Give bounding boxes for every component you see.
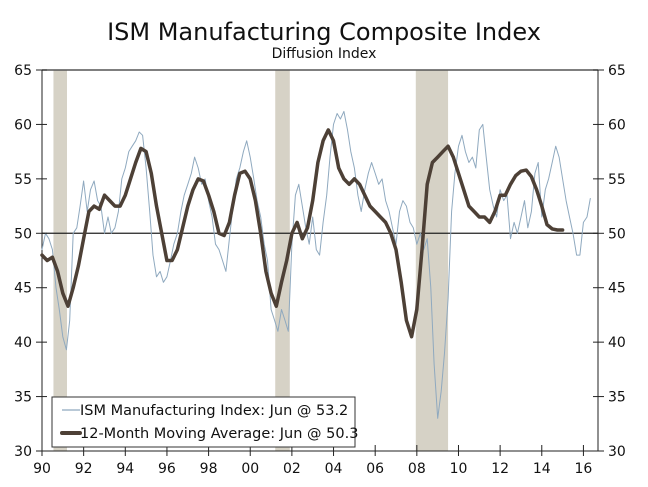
x-tick-label: 04 (325, 461, 343, 477)
legend: ISM Manufacturing Index: Jun @ 53.2 12-M… (51, 396, 358, 448)
y-tick-label-right: 35 (608, 390, 626, 406)
recession-bands (53, 70, 449, 451)
series-line-ism (41, 110, 591, 419)
y-tick-label-right: 40 (608, 335, 626, 351)
x-tick-label: 00 (241, 461, 259, 477)
y-tick-label-left: 45 (14, 281, 32, 297)
chart-title: ISM Manufacturing Composite Index (107, 18, 541, 46)
y-tick-label-left: 35 (14, 390, 32, 406)
recession-band (53, 70, 67, 451)
x-tick-label: 16 (575, 461, 593, 477)
x-tick-label: 92 (75, 461, 93, 477)
x-tick-label: 98 (200, 461, 218, 477)
y-tick-label-right: 55 (608, 172, 626, 188)
y-tick-label-left: 40 (14, 335, 32, 351)
y-tick-label-left: 55 (14, 172, 32, 188)
series-layer (40, 110, 591, 419)
x-tick-label: 12 (491, 461, 509, 477)
x-tick-label: 94 (116, 461, 134, 477)
y-tick-label-left: 60 (14, 117, 32, 133)
x-tick-label: 96 (158, 461, 176, 477)
y-tick-label-right: 50 (608, 226, 626, 242)
legend-label-ism: ISM Manufacturing Index: Jun @ 53.2 (80, 403, 348, 419)
series-line-ma (40, 128, 565, 339)
recession-band (275, 70, 290, 451)
y-tick-label-right: 65 (608, 63, 626, 79)
plot-frame (41, 69, 599, 452)
x-tick-label: 90 (33, 461, 51, 477)
legend-box (51, 396, 356, 448)
y-tick-label-left: 65 (14, 63, 32, 79)
y-tick-label-right: 60 (608, 117, 626, 133)
x-tick-label: 06 (366, 461, 384, 477)
y-tick-label-right: 45 (608, 281, 626, 297)
x-tick-label: 08 (408, 461, 426, 477)
legend-label-ma: 12-Month Moving Average: Jun @ 50.3 (80, 426, 358, 442)
x-tick-label: 10 (450, 461, 468, 477)
chart-subtitle: Diffusion Index (272, 46, 377, 62)
y-tick-label-left: 50 (14, 226, 32, 242)
x-tick-label: 14 (533, 461, 551, 477)
y-tick-label-left: 30 (14, 444, 32, 460)
x-tick-label: 02 (283, 461, 301, 477)
y-tick-label-right: 30 (608, 444, 626, 460)
axis-ticks: 30 30 35 35 40 40 45 45 50 50 55 55 60 60 65 65 90 92 94 96… (14, 63, 626, 477)
